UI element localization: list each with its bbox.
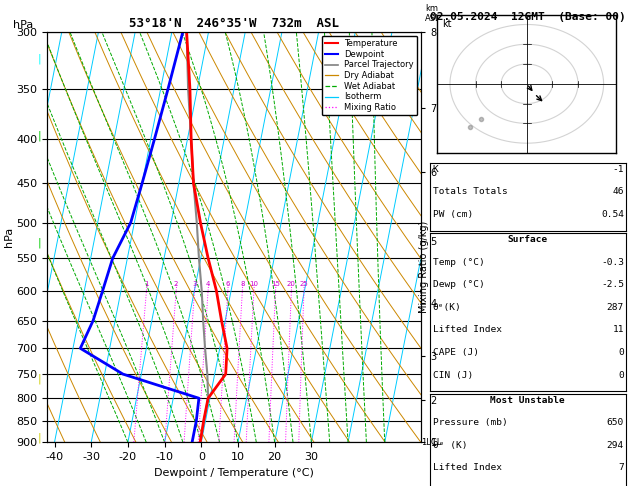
Text: km
ASL: km ASL — [425, 4, 441, 23]
Text: Dewp (°C): Dewp (°C) — [433, 280, 484, 289]
Text: |: | — [37, 53, 41, 64]
Text: θᵉ(K): θᵉ(K) — [433, 303, 462, 312]
Text: 46: 46 — [613, 187, 624, 196]
Text: Pressure (mb): Pressure (mb) — [433, 418, 508, 427]
Text: Lifted Index: Lifted Index — [433, 326, 502, 334]
X-axis label: Dewpoint / Temperature (°C): Dewpoint / Temperature (°C) — [154, 468, 314, 478]
Text: |: | — [37, 131, 41, 141]
Text: -1: -1 — [613, 165, 624, 174]
Text: 0.54: 0.54 — [601, 210, 624, 219]
Text: 6: 6 — [226, 281, 230, 287]
Text: 4: 4 — [206, 281, 210, 287]
Text: Lifted Index: Lifted Index — [433, 464, 502, 472]
Text: 0: 0 — [618, 348, 624, 357]
Legend: Temperature, Dewpoint, Parcel Trajectory, Dry Adiabat, Wet Adiabat, Isotherm, Mi: Temperature, Dewpoint, Parcel Trajectory… — [322, 36, 417, 115]
Text: 0: 0 — [618, 370, 624, 380]
Text: Temp (°C): Temp (°C) — [433, 258, 484, 267]
Text: CIN (J): CIN (J) — [433, 370, 473, 380]
Text: kt: kt — [443, 19, 452, 29]
Text: -0.3: -0.3 — [601, 258, 624, 267]
Text: θᵉ (K): θᵉ (K) — [433, 441, 467, 450]
Text: -2.5: -2.5 — [601, 280, 624, 289]
Text: 20: 20 — [287, 281, 296, 287]
Text: 8: 8 — [240, 281, 245, 287]
Text: 294: 294 — [607, 441, 624, 450]
Text: 10: 10 — [250, 281, 259, 287]
Text: CAPE (J): CAPE (J) — [433, 348, 479, 357]
Text: K: K — [433, 165, 438, 174]
Title: 53°18'N  246°35'W  732m  ASL: 53°18'N 246°35'W 732m ASL — [130, 17, 339, 31]
Text: |: | — [37, 374, 41, 384]
Text: 02.05.2024  12GMT  (Base: 00): 02.05.2024 12GMT (Base: 00) — [430, 12, 625, 22]
Text: |: | — [37, 432, 41, 443]
Text: 3: 3 — [192, 281, 197, 287]
Text: 25: 25 — [299, 281, 308, 287]
Text: 2: 2 — [174, 281, 179, 287]
Text: |: | — [37, 238, 41, 248]
Text: 15: 15 — [271, 281, 280, 287]
Text: PW (cm): PW (cm) — [433, 210, 473, 219]
Text: Mixing Ratio (g/kg): Mixing Ratio (g/kg) — [419, 221, 429, 313]
Text: 11: 11 — [613, 326, 624, 334]
Text: hPa: hPa — [13, 19, 34, 30]
Text: Most Unstable: Most Unstable — [491, 396, 565, 405]
Text: 7: 7 — [618, 464, 624, 472]
Text: 1LCL: 1LCL — [421, 438, 442, 447]
Text: 650: 650 — [607, 418, 624, 427]
Text: Surface: Surface — [508, 235, 548, 244]
Y-axis label: hPa: hPa — [4, 227, 14, 247]
Text: 287: 287 — [607, 303, 624, 312]
Text: 1: 1 — [144, 281, 148, 287]
Text: Totals Totals: Totals Totals — [433, 187, 508, 196]
